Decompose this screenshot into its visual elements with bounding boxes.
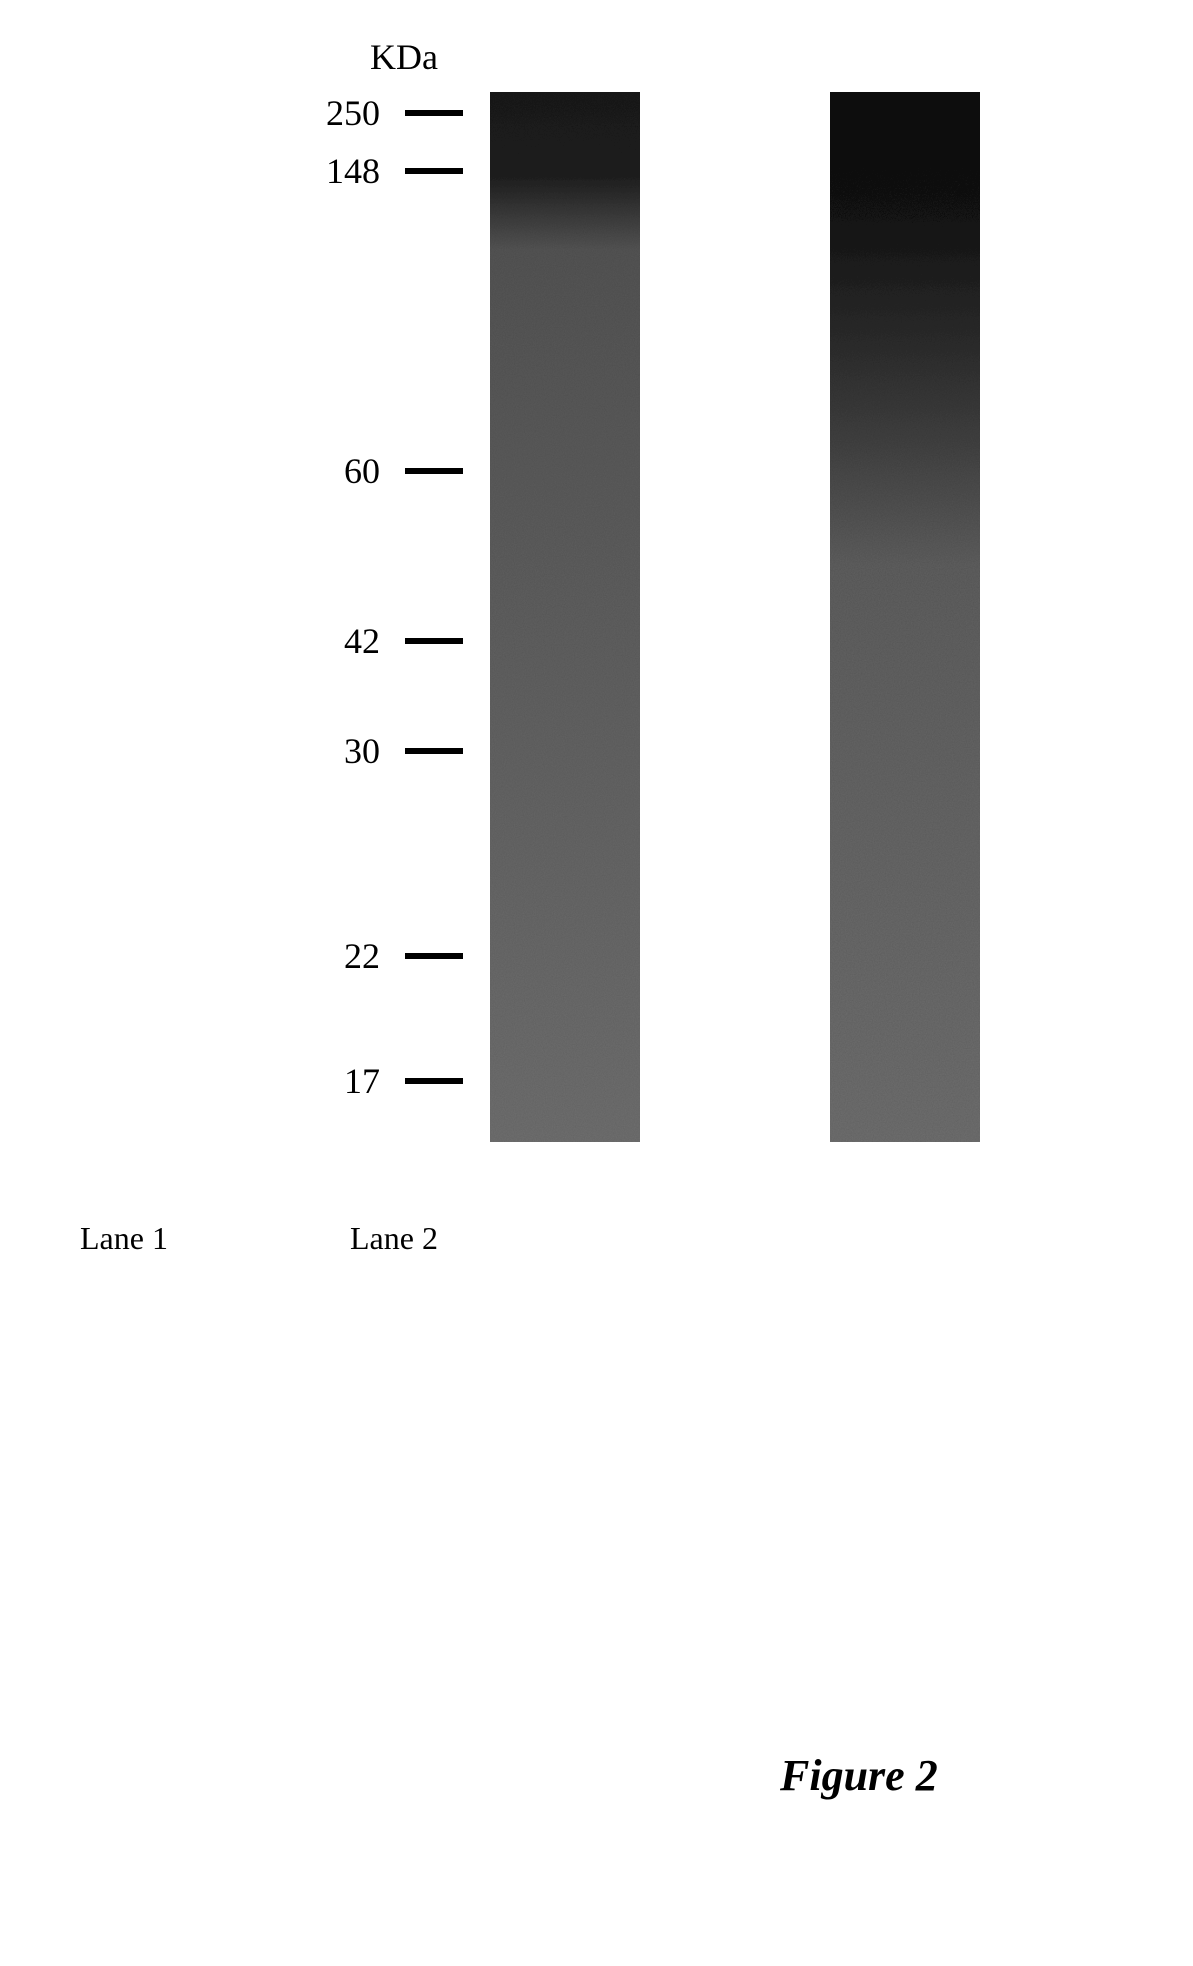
marker-tick-17 — [405, 1078, 463, 1084]
marker-tick-250 — [405, 110, 463, 116]
lane-label-2: Lane 2 — [350, 1220, 438, 1257]
marker-tick-30 — [405, 748, 463, 754]
figure-caption: Figure 2 — [780, 1750, 938, 1801]
gel-lane-1 — [490, 92, 640, 1142]
marker-label-42: 42 — [300, 620, 380, 662]
marker-label-30: 30 — [300, 730, 380, 772]
marker-tick-22 — [405, 953, 463, 959]
marker-label-148: 148 — [300, 150, 380, 192]
unit-label: KDa — [370, 36, 438, 78]
marker-tick-148 — [405, 168, 463, 174]
marker-label-17: 17 — [300, 1060, 380, 1102]
marker-label-60: 60 — [300, 450, 380, 492]
lane-label-1: Lane 1 — [80, 1220, 168, 1257]
marker-tick-42 — [405, 638, 463, 644]
marker-tick-60 — [405, 468, 463, 474]
gel-lane-2 — [830, 92, 980, 1142]
marker-label-22: 22 — [300, 935, 380, 977]
marker-label-250: 250 — [300, 92, 380, 134]
